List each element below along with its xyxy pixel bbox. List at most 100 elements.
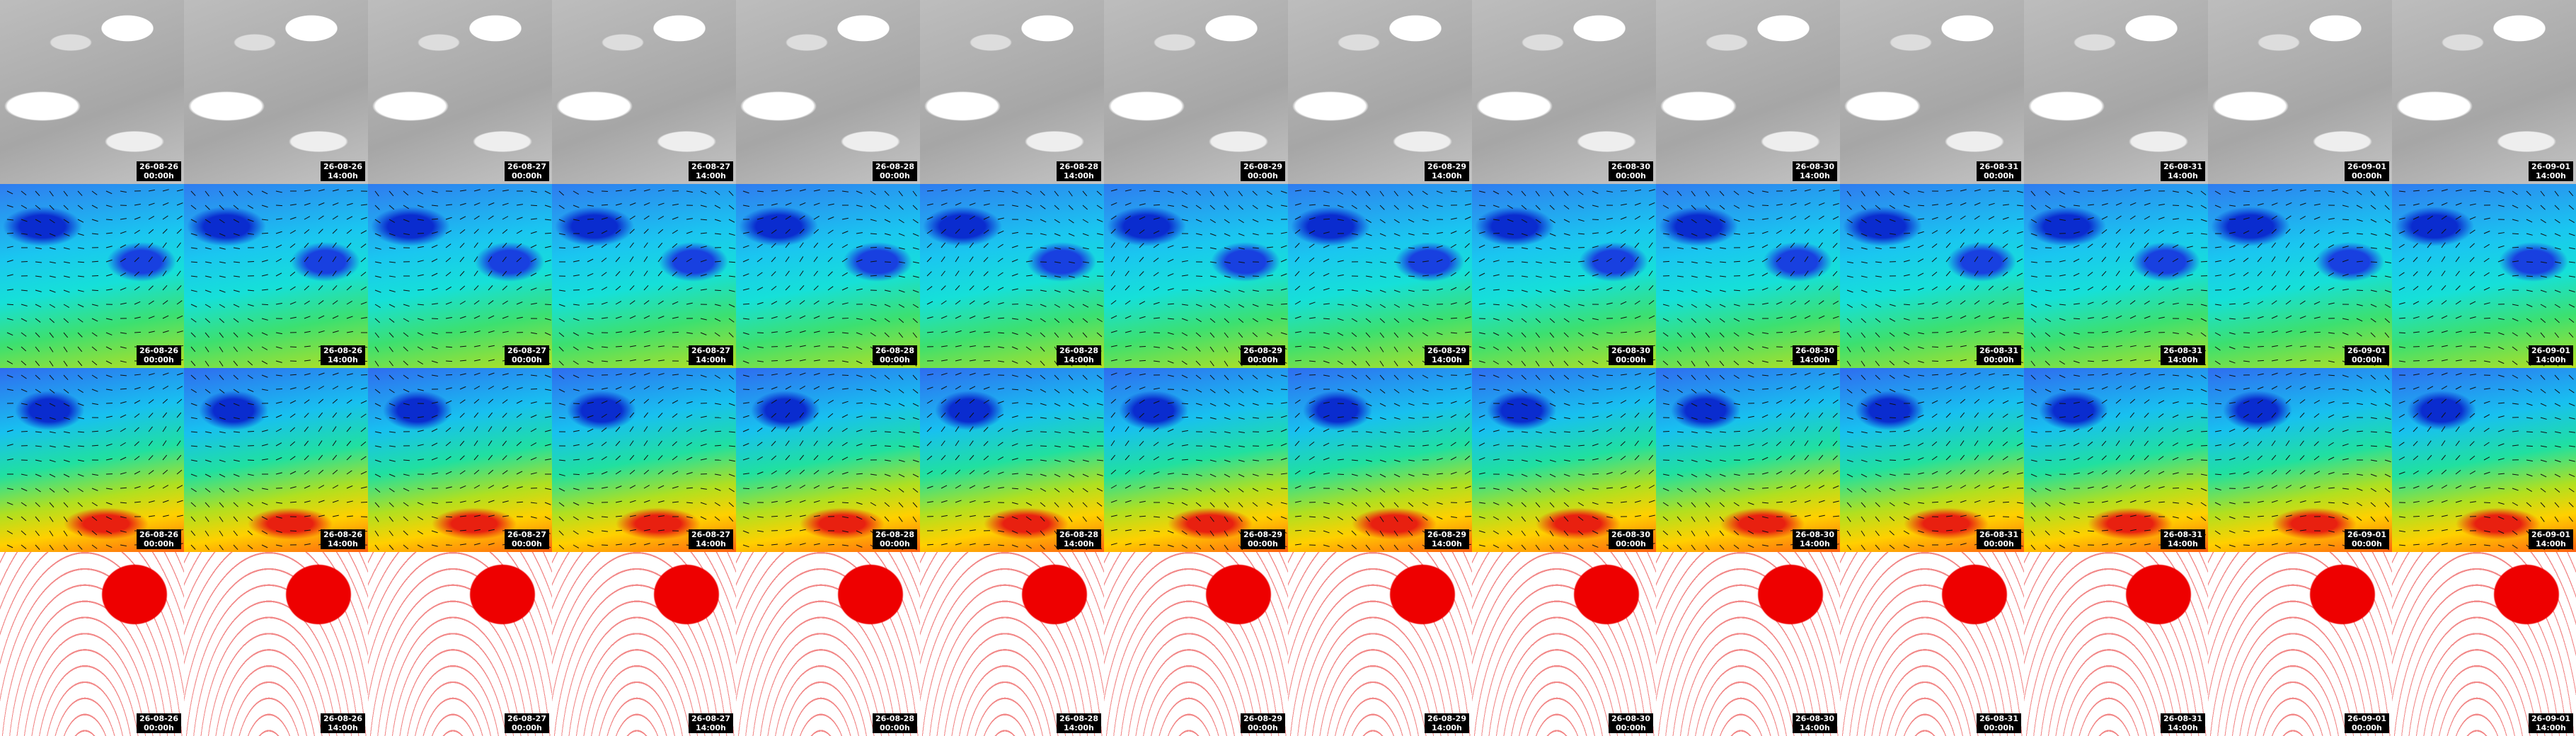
time-label: 26-09-01 00:00h <box>2344 529 2389 549</box>
time-label: 26-08-29 00:00h <box>1240 345 1285 365</box>
date-text: 26-08-28 <box>1059 346 1098 355</box>
pressure-panel: 26-08-28 00:00h <box>736 552 920 736</box>
wind-arrows <box>1478 372 1655 551</box>
time-label: 26-09-01 14:00h <box>2528 529 2573 549</box>
pressure-panel: 26-08-29 14:00h <box>1288 552 1472 736</box>
wind-arrows <box>6 372 183 551</box>
wind-arrows <box>1110 189 1288 367</box>
time-label: 26-08-26 00:00h <box>136 713 181 733</box>
gust-panel: 26-08-28 14:00h <box>920 368 1104 552</box>
wind-arrows <box>742 189 919 367</box>
time-text: 00:00h <box>2352 539 2382 548</box>
date-text: 26-08-30 <box>1611 346 1650 355</box>
gust-panel: 26-08-31 00:00h <box>1840 368 2024 552</box>
date-text: 26-08-29 <box>1243 714 1282 723</box>
time-text: 14:00h <box>2168 723 2198 732</box>
gust-panel: 26-08-30 00:00h <box>1472 368 1656 552</box>
time-text: 00:00h <box>144 539 174 548</box>
date-text: 26-08-31 <box>1979 530 2018 539</box>
time-text: 14:00h <box>328 539 358 548</box>
time-label: 26-09-01 00:00h <box>2344 713 2389 733</box>
pressure-panel: 26-08-26 14:00h <box>184 552 368 736</box>
date-text: 26-08-29 <box>1427 530 1466 539</box>
wind-panel: 26-08-28 14:00h <box>920 184 1104 368</box>
date-text: 26-08-29 <box>1427 346 1466 355</box>
satellite-panel: 26-08-29 14:00h <box>1288 0 1472 184</box>
time-label: 26-08-26 14:00h <box>320 713 365 733</box>
time-label: 26-08-29 14:00h <box>1424 529 1469 549</box>
time-label: 26-09-01 00:00h <box>2344 345 2389 365</box>
date-text: 26-09-01 <box>2531 162 2570 171</box>
satellite-panel: 26-08-30 00:00h <box>1472 0 1656 184</box>
time-text: 00:00h <box>1984 539 2014 548</box>
time-text: 14:00h <box>328 171 358 180</box>
pressure-panel: 26-08-26 00:00h <box>0 552 184 736</box>
wind-arrows <box>2214 372 2391 551</box>
time-label: 26-08-31 14:00h <box>2160 345 2205 365</box>
time-text: 14:00h <box>696 723 726 732</box>
time-label: 26-08-27 14:00h <box>688 161 733 181</box>
time-label: 26-08-26 14:00h <box>320 529 365 549</box>
pressure-panel: 26-09-01 00:00h <box>2208 552 2392 736</box>
date-text: 26-08-27 <box>691 714 730 723</box>
time-label: 26-08-30 00:00h <box>1608 529 1653 549</box>
gust-panel: 26-08-27 00:00h <box>368 368 552 552</box>
time-text: 00:00h <box>880 355 910 364</box>
satellite-panel: 26-08-27 14:00h <box>552 0 736 184</box>
wind-arrows <box>2030 372 2208 551</box>
date-text: 26-08-31 <box>2163 162 2202 171</box>
satellite-panel: 26-08-26 00:00h <box>0 0 184 184</box>
date-text: 26-09-01 <box>2347 530 2386 539</box>
time-text: 00:00h <box>1248 171 1278 180</box>
wind-arrows <box>926 372 1104 551</box>
wind-panel: 26-09-01 14:00h <box>2392 184 2576 368</box>
wind-arrows <box>190 189 368 367</box>
wind-arrows <box>2214 189 2391 367</box>
time-label: 26-08-30 14:00h <box>1792 161 1837 181</box>
date-text: 26-08-31 <box>1979 714 2018 723</box>
wind-arrows <box>2398 189 2575 367</box>
wind-arrows <box>1110 372 1288 551</box>
time-text: 14:00h <box>2536 539 2566 548</box>
date-text: 26-08-29 <box>1427 714 1466 723</box>
pressure-panel: 26-09-01 14:00h <box>2392 552 2576 736</box>
time-label: 26-08-30 14:00h <box>1792 713 1837 733</box>
time-text: 00:00h <box>1616 171 1646 180</box>
time-text: 00:00h <box>2352 355 2382 364</box>
wind-arrows <box>1662 372 1840 551</box>
time-label: 26-08-27 00:00h <box>504 529 549 549</box>
wind-arrows <box>6 189 183 367</box>
time-label: 26-08-30 00:00h <box>1608 161 1653 181</box>
gust-panel: 26-08-28 00:00h <box>736 368 920 552</box>
gust-panel: 26-08-29 14:00h <box>1288 368 1472 552</box>
wind-panel: 26-08-30 14:00h <box>1656 184 1840 368</box>
wind-panel: 26-08-31 14:00h <box>2024 184 2208 368</box>
time-text: 00:00h <box>1616 539 1646 548</box>
gust-panel: 26-08-27 14:00h <box>552 368 736 552</box>
time-label: 26-08-31 14:00h <box>2160 713 2205 733</box>
date-text: 26-08-31 <box>2163 346 2202 355</box>
time-text: 00:00h <box>512 171 542 180</box>
time-label: 26-08-27 14:00h <box>688 529 733 549</box>
wind-panel: 26-08-26 00:00h <box>0 184 184 368</box>
time-text: 14:00h <box>2168 539 2198 548</box>
satellite-panel: 26-08-30 14:00h <box>1656 0 1840 184</box>
time-label: 26-08-31 00:00h <box>1976 529 2021 549</box>
satellite-panel: 26-08-27 00:00h <box>368 0 552 184</box>
wind-arrows <box>558 372 736 550</box>
satellite-panel: 26-08-31 14:00h <box>2024 0 2208 184</box>
pressure-panel: 26-08-31 14:00h <box>2024 552 2208 736</box>
time-label: 26-08-31 14:00h <box>2160 529 2205 549</box>
wind-panel: 26-08-26 14:00h <box>184 184 368 368</box>
time-label: 26-08-28 14:00h <box>1056 529 1101 549</box>
time-text: 14:00h <box>1800 539 1830 548</box>
time-label: 26-08-30 00:00h <box>1608 713 1653 733</box>
time-label: 26-08-27 14:00h <box>688 713 733 733</box>
date-text: 26-08-27 <box>507 346 546 355</box>
date-text: 26-08-30 <box>1611 714 1650 723</box>
time-label: 26-08-31 14:00h <box>2160 161 2205 181</box>
wind-panel: 26-08-27 14:00h <box>552 184 736 368</box>
time-label: 26-08-26 00:00h <box>136 345 181 365</box>
satellite-panel: 26-08-31 00:00h <box>1840 0 2024 184</box>
time-text: 14:00h <box>1064 539 1094 548</box>
